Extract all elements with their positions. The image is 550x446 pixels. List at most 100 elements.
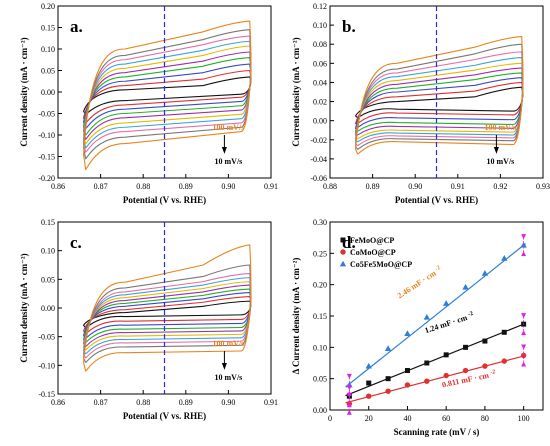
fit-annotation: 2.46 mF · cm-2 [396, 265, 444, 300]
data-point [462, 283, 469, 290]
fit-annotation: 0.811 mF · cm-2 [441, 369, 496, 389]
y-tick-label: 0.00 [313, 117, 327, 126]
cv-curve-30 [82, 63, 252, 130]
legend-marker [340, 249, 346, 255]
x-tick-label: 100 [518, 414, 530, 423]
data-point [463, 344, 469, 350]
cv-curves [82, 20, 252, 170]
data-point [385, 376, 391, 382]
data-point [501, 358, 507, 364]
data-point [365, 362, 372, 369]
y-tick-label: 0.05 [41, 67, 55, 76]
data-point [482, 338, 488, 344]
y-tick-label: 0.00 [41, 88, 55, 97]
fit-annotation-exponent: -2 [434, 265, 441, 273]
data-point [385, 388, 391, 394]
data-point [424, 360, 430, 366]
error-marker [521, 344, 527, 350]
legend-label: CoMoO@CP [350, 248, 396, 257]
cv-curve-80 [83, 35, 252, 153]
x-tick-label: 0.88 [136, 182, 150, 191]
x-tick-label: 0.88 [323, 182, 337, 191]
annotation-arrowhead [493, 147, 499, 154]
cv-curve-40 [83, 57, 252, 136]
x-axis-label: Potential (V vs. RHE) [123, 195, 206, 205]
y-tick-label: -0.15 [38, 390, 55, 399]
y-tick-label: 0.00 [313, 406, 327, 415]
x-tick-label: 0.91 [264, 398, 278, 407]
data-point [501, 255, 508, 261]
panel-b: 0.88 0.89 0.90 0.91 0.92 0.93 -0.06 -0.04 -0.02 0… [291, 2, 550, 205]
y-tick-label: -0.05 [38, 333, 55, 342]
error-marker [521, 234, 527, 240]
cv-curve-20 [82, 295, 252, 335]
y-tick-label: 0.10 [313, 21, 327, 30]
fit-line [345, 243, 526, 388]
x-tick-label: 20 [365, 414, 373, 423]
annotation-10mvs: 10 mV/s [215, 373, 243, 382]
y-tick-label: 0.10 [41, 45, 55, 54]
x-tick-label: 0.91 [451, 182, 465, 191]
y-tick-label: -0.06 [310, 174, 327, 183]
data-point [443, 372, 449, 379]
annotation-arrowhead [221, 363, 227, 370]
cv-curve-100 [83, 244, 252, 372]
cv-curve-80 [82, 273, 252, 359]
x-tick-label: 40 [403, 414, 411, 423]
x-tick-label: 0.90 [221, 182, 235, 191]
y-tick-label: -0.10 [38, 131, 55, 140]
y-tick-label: -0.20 [38, 174, 55, 183]
y-tick-label: 0.20 [313, 281, 327, 290]
y-tick-label: -0.15 [38, 153, 55, 162]
fit-annotation-exponent: -2 [490, 369, 496, 376]
data-point [404, 382, 411, 388]
x-tick-label: 0.90 [221, 398, 235, 407]
annotation-100mvs: 100 mV/s [485, 123, 517, 132]
x-tick-label: 80 [481, 414, 489, 423]
y-tick-label: 0.10 [313, 343, 327, 352]
data-point [501, 329, 507, 335]
y-tick-label: -0.02 [310, 136, 327, 145]
cv-curve-10 [82, 300, 252, 329]
x-tick-label: 0.86 [51, 182, 65, 191]
x-tick-label: 0.88 [136, 398, 150, 407]
fit-annotation-exponent: -2 [467, 311, 474, 318]
y-tick-label: 0.05 [313, 375, 327, 384]
legend-marker [339, 260, 347, 267]
data-point [366, 380, 372, 386]
error-marker [521, 361, 527, 367]
y-tick-label: 0.20 [41, 2, 55, 11]
data-point [462, 367, 469, 374]
x-tick-label: 0.90 [408, 182, 422, 191]
y-axis-label: Δ Current density (mA · cm⁻²) [291, 258, 301, 375]
y-tick-label: 0.30 [313, 218, 327, 227]
data-point [366, 393, 372, 399]
fit-line [345, 354, 526, 404]
y-tick-label: 0.25 [313, 249, 327, 258]
data-point [404, 368, 410, 374]
data-point [384, 345, 392, 351]
data-point [404, 330, 411, 336]
error-marker [346, 402, 352, 408]
legend-label: FeMoO@CP [350, 236, 394, 245]
series-Co5Fe5MoO@CP: Co5Fe5MoO@CP [339, 241, 527, 388]
y-tick-label: 0.12 [313, 2, 327, 11]
cv-curves [82, 244, 252, 372]
error-marker [521, 313, 527, 319]
x-tick-label: 0.89 [366, 182, 380, 191]
y-tick-label: -0.05 [38, 110, 55, 119]
x-tick-label: 0.89 [179, 398, 193, 407]
y-tick-label: 0.15 [41, 218, 55, 227]
data-point [481, 270, 489, 276]
y-axis-label: Current density (mA · cm⁻²) [19, 253, 29, 362]
annotation-10mvs: 10 mV/s [215, 157, 243, 166]
x-tick-label: 60 [442, 414, 450, 423]
x-tick-label: 0.87 [94, 398, 108, 407]
data-point [482, 363, 488, 369]
annotation-100mvs: 100 mV/s [213, 123, 245, 132]
cv-curves [354, 35, 524, 155]
cv-curve-20 [354, 81, 524, 125]
legend-label: Co5Fe5MoO@CP [350, 260, 412, 269]
annotation-100mvs: 100 mV/s [213, 339, 245, 348]
y-tick-label: -0.10 [38, 361, 55, 370]
